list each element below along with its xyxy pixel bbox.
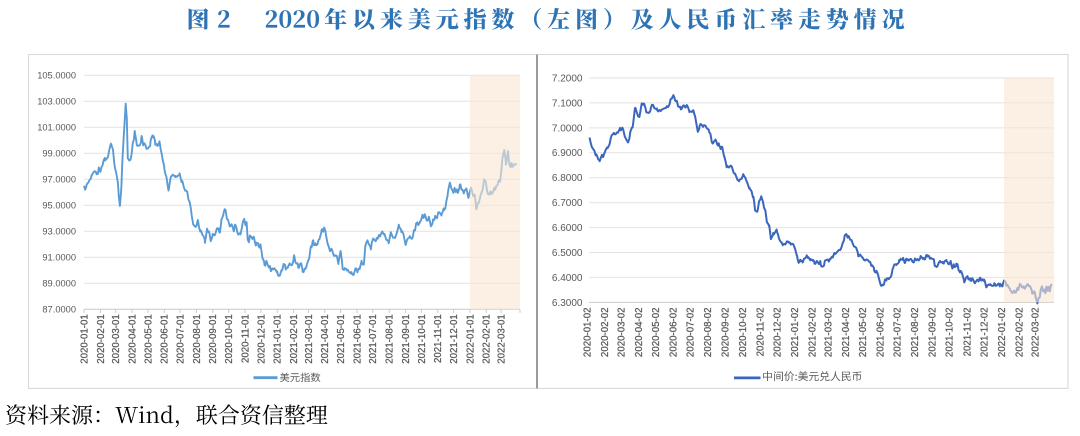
- svg-text:2021-03-02: 2021-03-02: [823, 308, 834, 358]
- svg-text:2021-03-01: 2021-03-01: [304, 314, 315, 364]
- svg-text:105.0000: 105.0000: [37, 71, 76, 81]
- svg-text:6.6000: 6.6000: [552, 223, 583, 234]
- svg-text:91.0000: 91.0000: [42, 253, 76, 263]
- svg-text:2020-04-01: 2020-04-01: [127, 314, 138, 364]
- svg-text:2020-09-01: 2020-09-01: [208, 314, 219, 364]
- svg-text:2022-01-02: 2022-01-02: [997, 308, 1008, 358]
- svg-text:6.5000: 6.5000: [552, 248, 583, 259]
- svg-text:2022-03-01: 2022-03-01: [497, 314, 508, 364]
- svg-text:2021-06-01: 2021-06-01: [352, 314, 363, 364]
- svg-text:2021-04-02: 2021-04-02: [841, 308, 852, 358]
- svg-text:2020-06-02: 2020-06-02: [669, 308, 680, 358]
- svg-text:6.9000: 6.9000: [552, 148, 583, 159]
- svg-text:2020-12-02: 2020-12-02: [772, 308, 783, 358]
- svg-text:95.0000: 95.0000: [42, 201, 76, 211]
- svg-text:2020-08-01: 2020-08-01: [192, 314, 203, 364]
- svg-text:87.0000: 87.0000: [42, 305, 76, 315]
- svg-text:2021-01-01: 2021-01-01: [273, 314, 284, 364]
- svg-text:6.7000: 6.7000: [552, 198, 583, 209]
- svg-text:2021-12-01: 2021-12-01: [449, 314, 460, 364]
- svg-text:2021-01-02: 2021-01-02: [790, 308, 801, 358]
- svg-text:103.0000: 103.0000: [37, 97, 76, 107]
- svg-text:6.3000: 6.3000: [552, 298, 583, 309]
- svg-text:2021-06-02: 2021-06-02: [876, 308, 887, 358]
- svg-text:2021-07-01: 2021-07-01: [368, 314, 379, 364]
- svg-text:2020-03-01: 2020-03-01: [111, 314, 122, 364]
- svg-text:2021-04-01: 2021-04-01: [320, 314, 331, 364]
- svg-text:2021-09-02: 2021-09-02: [928, 308, 939, 358]
- svg-text:2020-05-02: 2020-05-02: [651, 308, 662, 358]
- svg-text:2021-07-02: 2021-07-02: [893, 308, 904, 358]
- svg-text:2020-01-01: 2020-01-01: [79, 314, 90, 364]
- svg-text:2022-02-02: 2022-02-02: [1015, 308, 1026, 358]
- svg-text:97.0000: 97.0000: [42, 175, 76, 185]
- svg-text:6.4000: 6.4000: [552, 273, 583, 284]
- svg-text:2021-11-02: 2021-11-02: [962, 308, 973, 357]
- svg-text:2020-02-01: 2020-02-01: [96, 314, 107, 364]
- svg-text:2020-01-02: 2020-01-02: [582, 308, 593, 358]
- svg-text:2020-02-02: 2020-02-02: [600, 308, 611, 358]
- svg-text:2020-10-01: 2020-10-01: [224, 314, 235, 364]
- svg-text:2021-02-02: 2021-02-02: [808, 308, 819, 358]
- svg-text:2020-09-02: 2020-09-02: [721, 308, 732, 358]
- svg-text:101.0000: 101.0000: [37, 123, 76, 133]
- svg-text:6.8000: 6.8000: [552, 173, 583, 184]
- svg-text:2020-05-01: 2020-05-01: [143, 314, 154, 364]
- svg-text:2021-12-02: 2021-12-02: [979, 308, 990, 358]
- svg-text:2021-10-02: 2021-10-02: [945, 308, 956, 358]
- svg-text:2022-03-02: 2022-03-02: [1030, 308, 1041, 358]
- svg-text:2021-09-01: 2021-09-01: [401, 314, 412, 364]
- svg-text:99.0000: 99.0000: [42, 149, 76, 159]
- svg-text:2021-02-01: 2021-02-01: [289, 314, 300, 364]
- svg-text:2020-10-02: 2020-10-02: [738, 308, 749, 358]
- svg-text:2020-04-02: 2020-04-02: [634, 308, 645, 358]
- svg-text:2021-05-02: 2021-05-02: [858, 308, 869, 358]
- svg-text:89.0000: 89.0000: [42, 279, 76, 289]
- svg-text:2021-08-01: 2021-08-01: [385, 314, 396, 364]
- svg-text:2021-08-02: 2021-08-02: [910, 308, 921, 358]
- svg-text:2021-05-01: 2021-05-01: [336, 314, 347, 364]
- svg-text:93.0000: 93.0000: [42, 227, 76, 237]
- svg-text:2020-07-01: 2020-07-01: [176, 314, 187, 364]
- svg-text:2020-08-02: 2020-08-02: [703, 308, 714, 358]
- svg-text:2021-10-01: 2021-10-01: [417, 314, 428, 364]
- svg-text:2020-07-02: 2020-07-02: [686, 308, 697, 358]
- svg-text:2020-03-02: 2020-03-02: [616, 308, 627, 358]
- svg-text:7.2000: 7.2000: [552, 73, 583, 84]
- svg-text:7.0000: 7.0000: [552, 123, 583, 134]
- svg-text:2022-01-01: 2022-01-01: [465, 314, 476, 364]
- svg-text:2022-02-01: 2022-02-01: [482, 314, 493, 364]
- svg-text:2020-12-01: 2020-12-01: [256, 314, 267, 364]
- svg-text:2020-06-01: 2020-06-01: [160, 314, 171, 364]
- svg-text:2021-11-01: 2021-11-01: [433, 314, 444, 363]
- svg-text:7.1000: 7.1000: [552, 98, 583, 109]
- svg-text:2020-11-02: 2020-11-02: [755, 308, 766, 357]
- svg-text:2020-11-01: 2020-11-01: [240, 314, 251, 363]
